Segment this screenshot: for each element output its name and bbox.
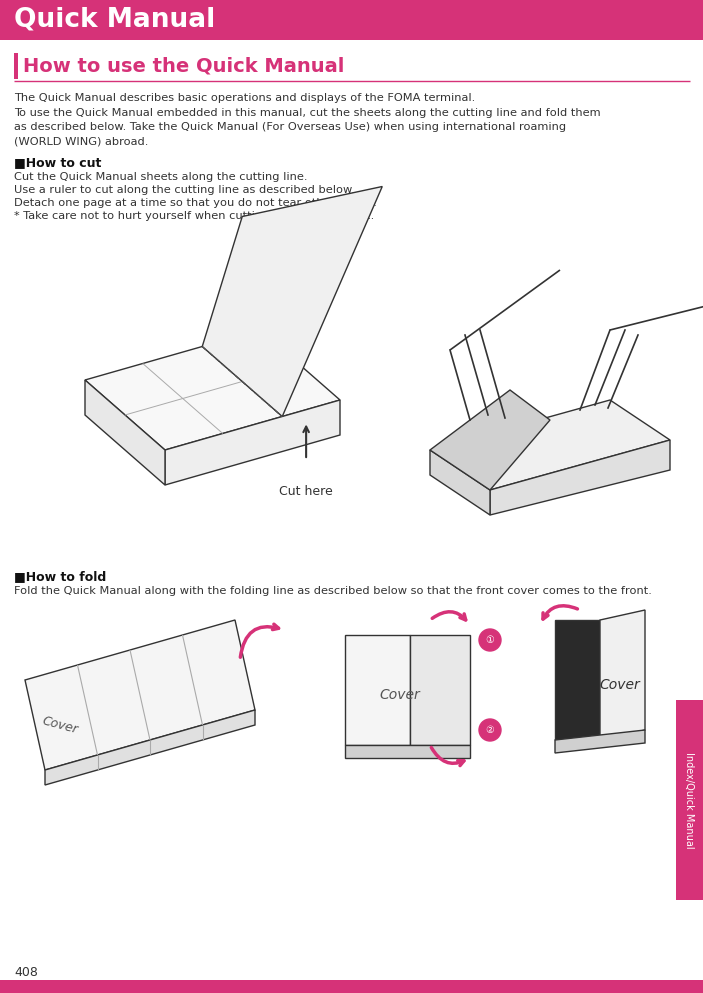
Text: ①: ① — [486, 635, 494, 645]
Text: To use the Quick Manual embedded in this manual, cut the sheets along the cuttin: To use the Quick Manual embedded in this… — [14, 107, 600, 117]
Polygon shape — [85, 330, 340, 450]
Polygon shape — [345, 745, 470, 758]
Text: Cover: Cover — [380, 688, 420, 702]
Polygon shape — [600, 610, 645, 740]
Polygon shape — [430, 450, 490, 515]
Polygon shape — [555, 620, 600, 740]
Text: * Take care not to hurt yourself when cutting with scissors, etc.: * Take care not to hurt yourself when cu… — [14, 211, 374, 221]
Text: Cover: Cover — [41, 714, 79, 736]
Polygon shape — [430, 390, 550, 490]
Polygon shape — [345, 635, 410, 745]
Text: 408: 408 — [14, 966, 38, 979]
Bar — [14, 53, 18, 79]
Polygon shape — [555, 730, 645, 753]
Polygon shape — [25, 620, 255, 770]
Polygon shape — [410, 635, 470, 745]
Text: ■How to fold: ■How to fold — [14, 570, 106, 583]
Bar — [676, 700, 703, 900]
Text: Cut here: Cut here — [279, 485, 333, 498]
Text: Index/Quick Manual: Index/Quick Manual — [684, 752, 694, 848]
Bar — [0, 0, 703, 40]
Polygon shape — [490, 440, 670, 515]
Text: as described below. Take the Quick Manual (For Overseas Use) when using internat: as described below. Take the Quick Manua… — [14, 122, 566, 132]
Text: Cover: Cover — [600, 678, 640, 692]
Text: Cut the Quick Manual sheets along the cutting line.: Cut the Quick Manual sheets along the cu… — [14, 172, 307, 182]
Polygon shape — [165, 400, 340, 485]
Text: How to use the Quick Manual: How to use the Quick Manual — [23, 57, 344, 75]
Text: The Quick Manual describes basic operations and displays of the FOMA terminal.: The Quick Manual describes basic operati… — [14, 93, 475, 103]
Bar — [0, 980, 703, 993]
Text: Detach one page at a time so that you do not tear other pages.: Detach one page at a time so that you do… — [14, 198, 377, 208]
Text: ②: ② — [486, 725, 494, 735]
Circle shape — [479, 719, 501, 741]
Circle shape — [479, 629, 501, 651]
Polygon shape — [430, 400, 670, 490]
Polygon shape — [202, 187, 382, 416]
Text: Quick Manual: Quick Manual — [14, 7, 215, 33]
Text: Fold the Quick Manual along with the folding line as described below so that the: Fold the Quick Manual along with the fol… — [14, 586, 652, 596]
Polygon shape — [85, 380, 165, 485]
Text: Use a ruler to cut along the cutting line as described below.: Use a ruler to cut along the cutting lin… — [14, 185, 355, 195]
Polygon shape — [45, 710, 255, 785]
Text: ■How to cut: ■How to cut — [14, 156, 101, 169]
Text: (WORLD WING) abroad.: (WORLD WING) abroad. — [14, 136, 148, 147]
